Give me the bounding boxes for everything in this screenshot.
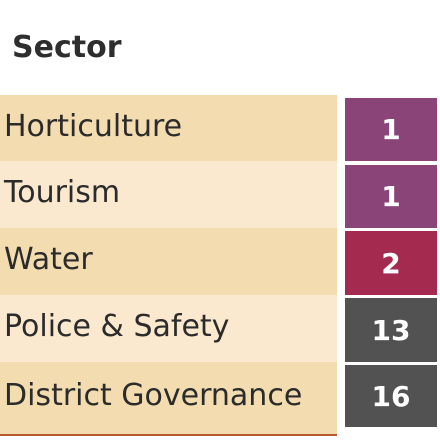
sector-label: Tourism	[4, 175, 121, 210]
row-background	[0, 95, 337, 161]
row-background	[0, 228, 337, 295]
count-badge: 16	[345, 365, 437, 427]
sector-label: Police & Safety	[4, 309, 230, 344]
sector-label: Water	[4, 242, 93, 277]
table-row: Horticulture	[0, 95, 440, 161]
row-background	[0, 362, 337, 434]
count-badge: 1	[345, 98, 437, 161]
table-row: Police & Safety	[0, 295, 440, 362]
count-badge: 1	[345, 165, 437, 228]
table-row: District Governance	[0, 362, 440, 434]
table-row: Water	[0, 228, 440, 295]
sector-label: District Governance	[4, 378, 303, 413]
count-badge: 13	[345, 298, 437, 362]
table-bottom-divider	[0, 434, 337, 436]
count-badge: 2	[345, 231, 437, 295]
row-background	[0, 295, 337, 362]
row-background	[0, 161, 337, 228]
column-header-sector: Sector	[12, 30, 122, 65]
table-row: Tourism	[0, 161, 440, 228]
sector-label: Horticulture	[4, 109, 183, 144]
